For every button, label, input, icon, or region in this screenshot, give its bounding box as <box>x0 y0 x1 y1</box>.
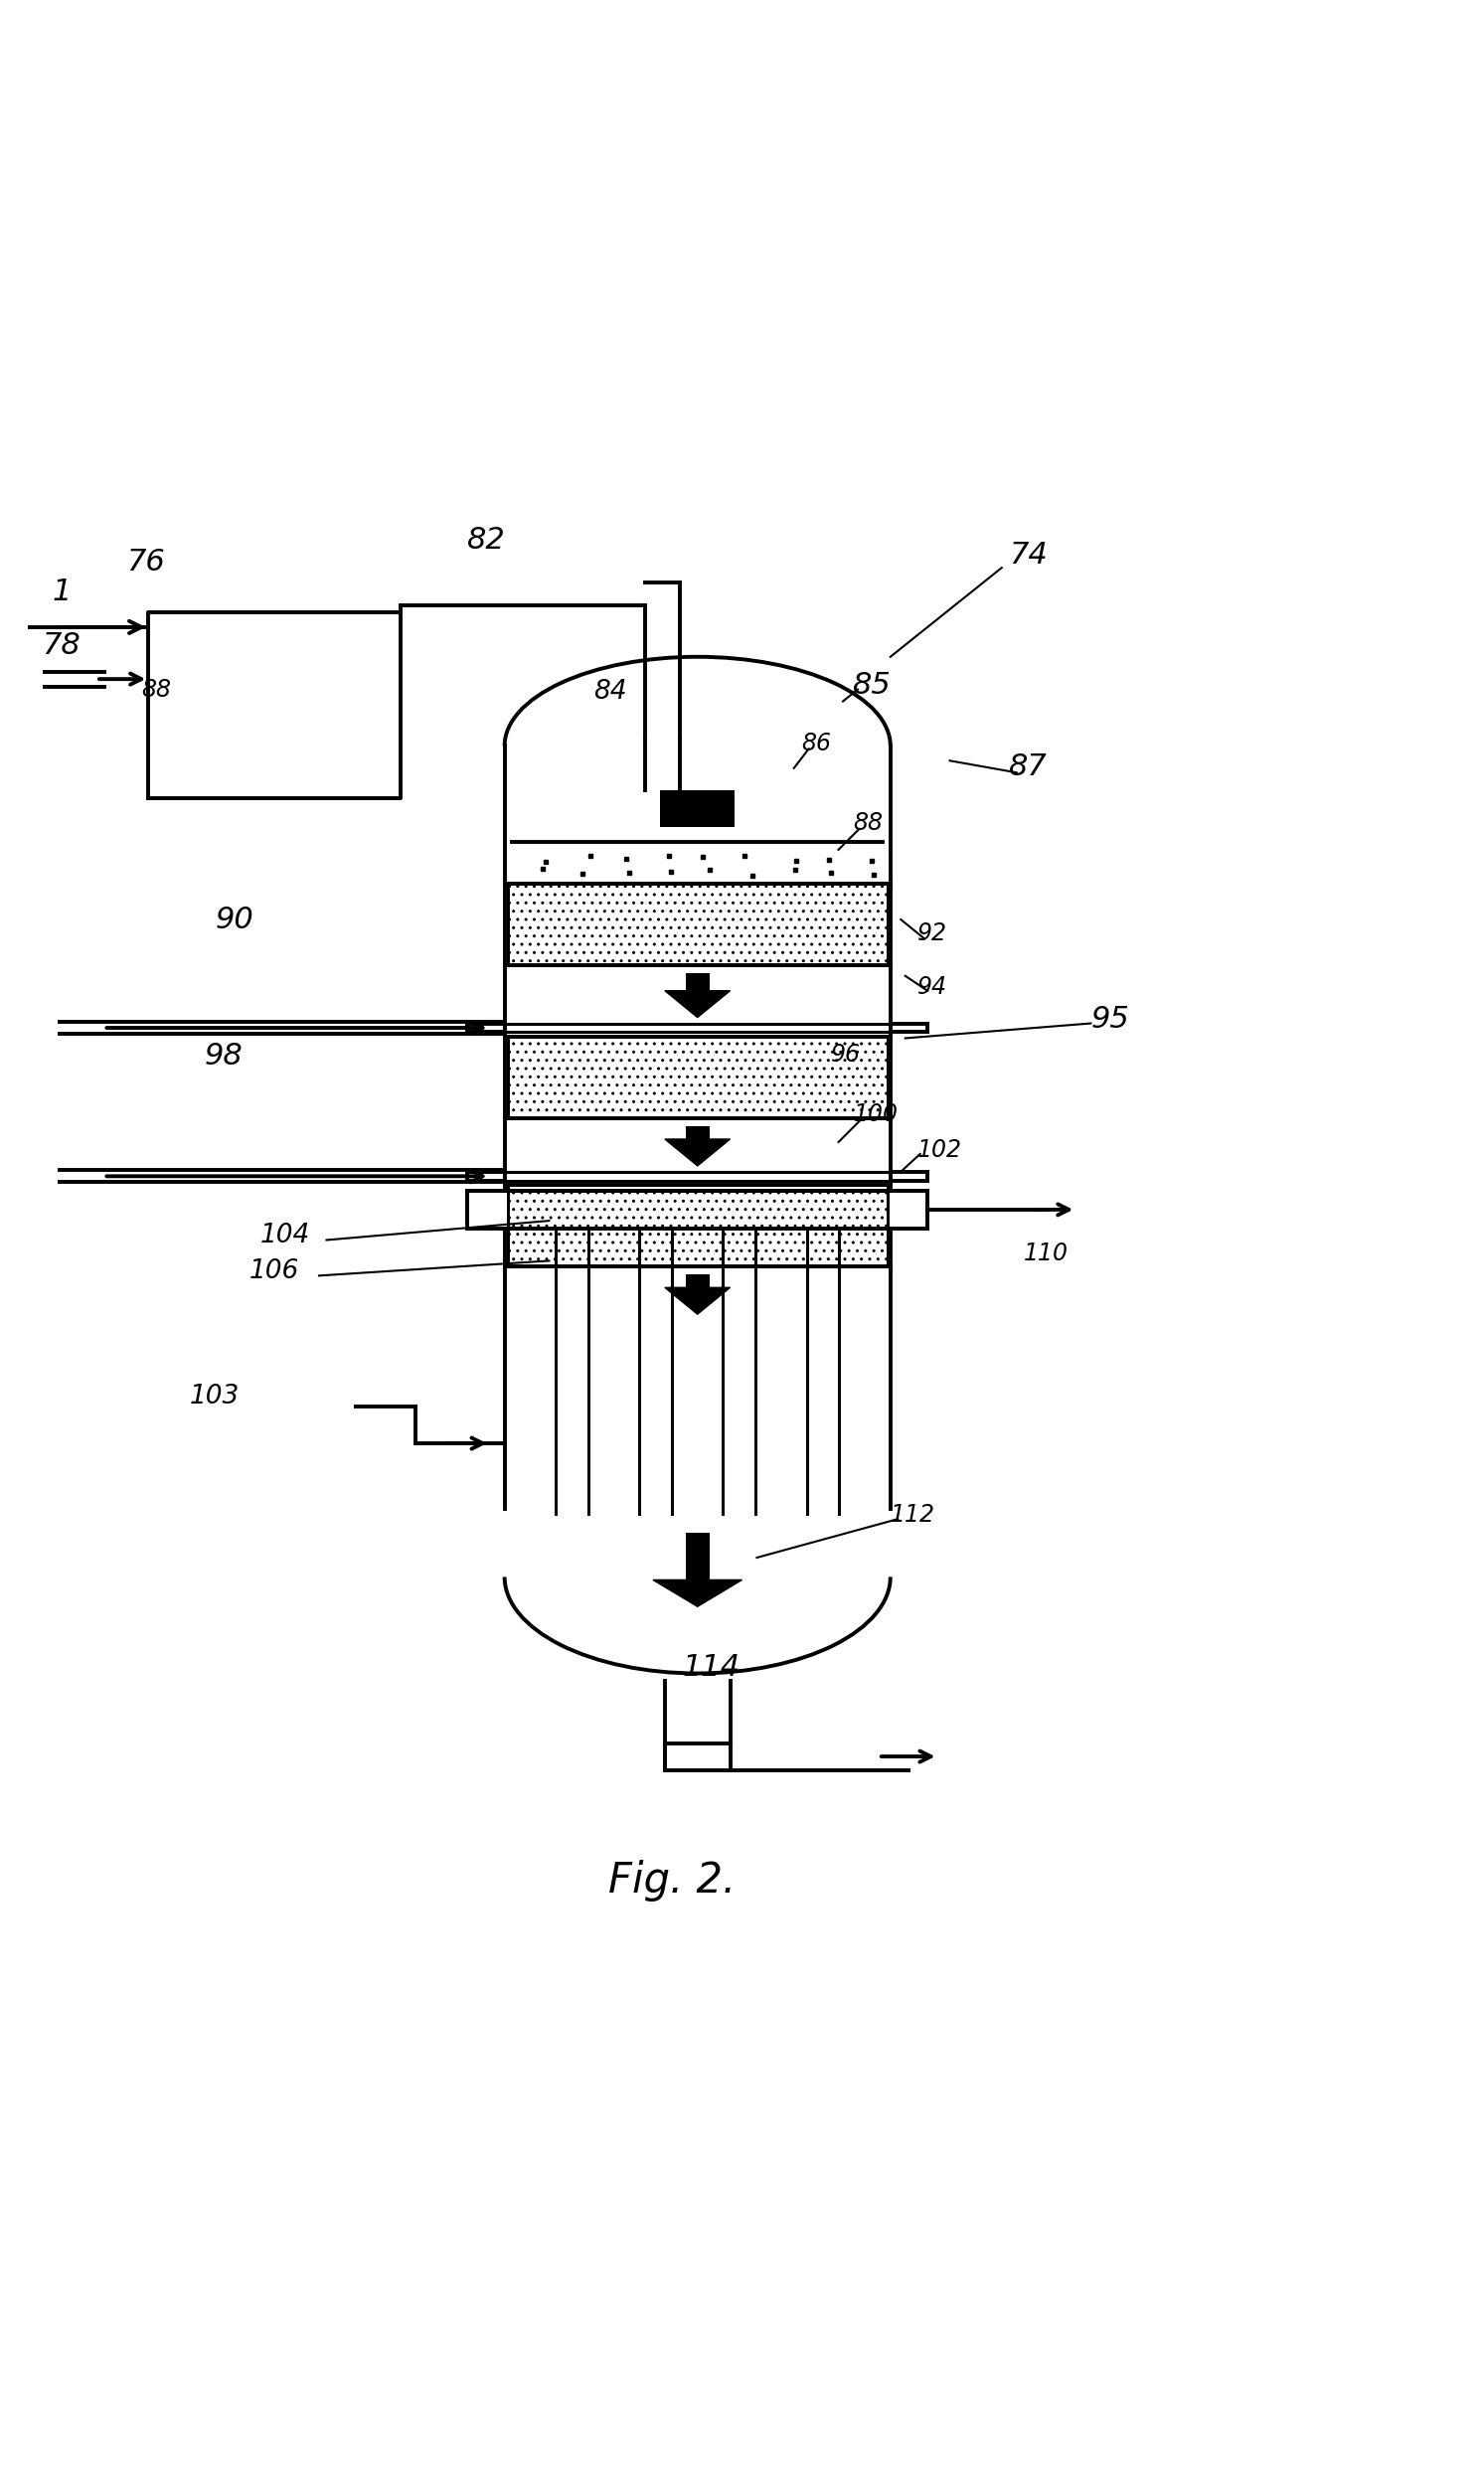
Text: 103: 103 <box>190 1382 240 1410</box>
Polygon shape <box>665 1288 730 1315</box>
Text: 114: 114 <box>683 1653 741 1683</box>
Polygon shape <box>665 992 730 1017</box>
Bar <box>508 885 887 965</box>
Text: 106: 106 <box>249 1258 300 1285</box>
Text: 100: 100 <box>853 1101 898 1126</box>
Text: 102: 102 <box>917 1139 962 1161</box>
Text: 110: 110 <box>1024 1243 1068 1265</box>
Text: 76: 76 <box>126 547 165 577</box>
Text: 78: 78 <box>42 631 80 659</box>
Text: 1: 1 <box>52 577 71 607</box>
Text: 88: 88 <box>141 679 171 701</box>
Text: 82: 82 <box>467 525 506 554</box>
Text: 86: 86 <box>801 731 831 756</box>
Text: 98: 98 <box>205 1042 243 1071</box>
Text: 96: 96 <box>831 1044 861 1066</box>
Bar <box>686 972 709 992</box>
Bar <box>686 1275 709 1288</box>
Text: Fig. 2.: Fig. 2. <box>608 1860 736 1902</box>
Text: 85: 85 <box>853 671 892 701</box>
Text: 84: 84 <box>594 679 626 704</box>
Text: 104: 104 <box>260 1223 310 1248</box>
Text: 94: 94 <box>917 975 947 999</box>
Bar <box>508 1186 887 1268</box>
Text: 87: 87 <box>1009 753 1048 781</box>
Polygon shape <box>653 1581 742 1606</box>
Text: 112: 112 <box>890 1504 935 1526</box>
Text: 95: 95 <box>1091 1004 1129 1034</box>
Bar <box>508 1037 887 1119</box>
Text: 90: 90 <box>215 905 254 935</box>
Bar <box>686 1126 709 1139</box>
Bar <box>686 1531 709 1581</box>
Text: 88: 88 <box>853 810 883 835</box>
Polygon shape <box>665 1139 730 1166</box>
Bar <box>660 791 735 828</box>
Text: 92: 92 <box>917 922 947 945</box>
Text: 74: 74 <box>1009 539 1048 569</box>
